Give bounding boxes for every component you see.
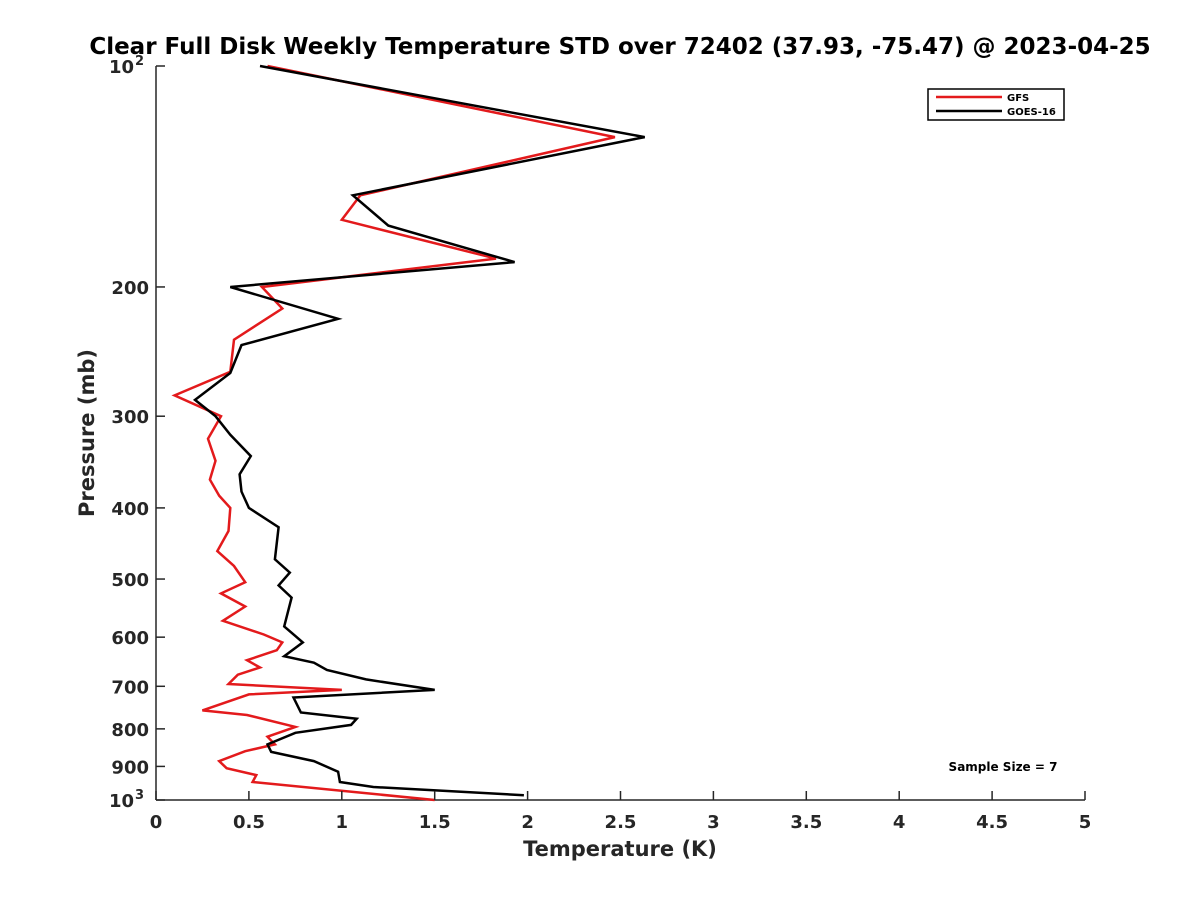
y-tick-label: 10 (109, 57, 134, 78)
legend-entry-label: GOES-16 (1007, 107, 1056, 118)
legend-entry-label: GFS (1007, 93, 1029, 104)
x-tick-label: 1.5 (419, 812, 451, 833)
y-tick-label: 700 (111, 677, 149, 698)
x-tick-label: 2.5 (605, 812, 637, 833)
y-tick-exponent: 3 (135, 788, 144, 803)
legend-box (927, 88, 1065, 121)
series-layer (171, 64, 645, 802)
x-tick-label: 5 (1079, 812, 1092, 833)
sample-size-annotation: Sample Size = 7 (949, 760, 1058, 774)
series-line-gfs (171, 64, 616, 802)
y-tick-exponent: 2 (135, 54, 144, 69)
plot-area (155, 66, 1085, 801)
y-tick-label: 600 (111, 628, 149, 649)
y-axis-label: Pressure (mb) (75, 349, 99, 517)
y-tick-label: 500 (111, 570, 149, 591)
y-tick-label: 300 (111, 407, 149, 428)
x-tick-label: 2 (521, 812, 534, 833)
x-tick-label: 0.5 (233, 812, 265, 833)
y-tick-label: 200 (111, 278, 149, 299)
x-tick-label: 1 (336, 812, 349, 833)
chart-title: Clear Full Disk Weekly Temperature STD o… (89, 34, 1150, 60)
x-tick-label: 3.5 (790, 812, 822, 833)
x-tick-label: 4.5 (976, 812, 1008, 833)
x-tick-label: 0 (150, 812, 163, 833)
x-axis-ticks: 0 0.5 1 1.5 2 2.5 3 3.5 4 4.5 5 (150, 791, 1092, 833)
y-tick-label: 900 (111, 757, 149, 778)
y-tick-label: 800 (111, 720, 149, 741)
legend: GFS GOES-16 (927, 88, 1065, 121)
y-tick-label: 10 (109, 791, 134, 812)
x-axis-label: Temperature (K) (523, 837, 717, 861)
x-tick-label: 4 (893, 812, 906, 833)
series-line-goes-16 (192, 64, 645, 797)
x-tick-label: 3 (707, 812, 720, 833)
y-tick-label: 400 (111, 499, 149, 520)
